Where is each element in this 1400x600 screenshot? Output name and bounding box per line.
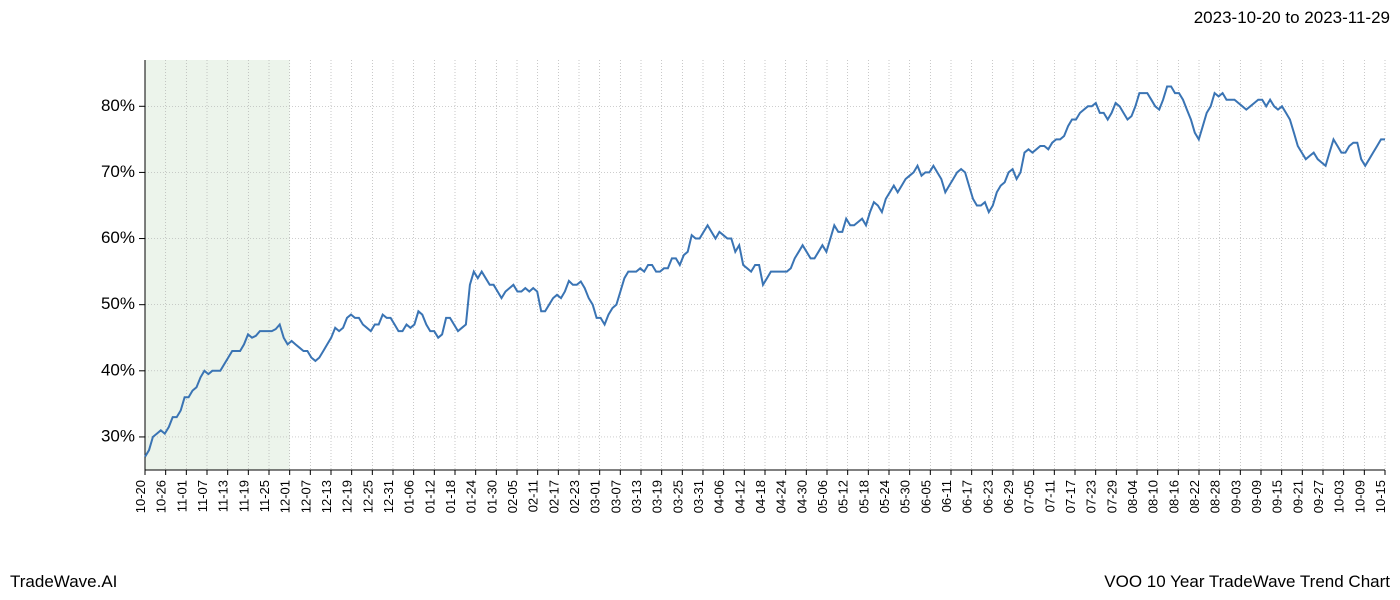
x-tick-label: 05-24: [877, 480, 892, 513]
date-range-label: 2023-10-20 to 2023-11-29: [1194, 8, 1390, 28]
x-tick-label: 08-10: [1146, 480, 1161, 513]
x-tick-label: 05-18: [856, 480, 871, 513]
x-tick-label: 09-09: [1249, 480, 1264, 513]
x-tick-label: 12-01: [278, 480, 293, 513]
highlight-band: [145, 60, 290, 470]
x-tick-label: 07-17: [1063, 480, 1078, 513]
x-tick-label: 08-04: [1125, 480, 1140, 513]
x-tick-label: 01-30: [484, 480, 499, 513]
x-tick-label: 02-17: [546, 480, 561, 513]
x-tick-label: 12-19: [340, 480, 355, 513]
x-tick-label: 01-06: [402, 480, 417, 513]
x-tick-label: 03-13: [629, 480, 644, 513]
x-tick-label: 03-01: [588, 480, 603, 513]
x-tick-label: 08-16: [1166, 480, 1181, 513]
x-tick-label: 06-23: [980, 480, 995, 513]
x-tick-label: 07-29: [1104, 480, 1119, 513]
x-tick-label: 04-18: [753, 480, 768, 513]
x-tick-label: 10-26: [154, 480, 169, 513]
trend-chart: 30% 40% 50% 60% 70% 80% 10-20 10-26 11-01 11-07 11…: [60, 40, 1390, 560]
x-tick-label: 09-03: [1228, 480, 1243, 513]
x-tick-label: 10-03: [1332, 480, 1347, 513]
x-tick-label: 04-12: [732, 480, 747, 513]
y-tick-label: 80%: [101, 96, 135, 115]
x-tick-label: 06-05: [918, 480, 933, 513]
x-tick-label: 10-15: [1373, 480, 1388, 513]
x-tick-label: 01-12: [422, 480, 437, 513]
x-tick-label: 09-27: [1311, 480, 1326, 513]
y-tick-label: 30%: [101, 426, 135, 445]
chart-title: VOO 10 Year TradeWave Trend Chart: [1104, 572, 1390, 592]
x-tick-label: 04-30: [794, 480, 809, 513]
x-tick-label: 10-20: [133, 480, 148, 513]
x-tick-label: 07-11: [1042, 480, 1057, 512]
x-tick-label: 05-30: [898, 480, 913, 513]
x-tick-label: 02-11: [526, 480, 541, 512]
x-tick-label: 01-18: [443, 480, 458, 513]
x-tick-label: 06-17: [960, 480, 975, 513]
x-tick-label: 08-22: [1187, 480, 1202, 513]
y-tick-label: 40%: [101, 360, 135, 379]
brand-label: TradeWave.AI: [10, 572, 117, 592]
x-tick-label: 03-25: [670, 480, 685, 513]
x-tick-label: 06-11: [939, 480, 954, 512]
x-tick-label: 06-29: [1001, 480, 1016, 513]
x-tick-label: 04-06: [712, 480, 727, 513]
y-tick-label: 70%: [101, 162, 135, 181]
y-tick-label: 60%: [101, 228, 135, 247]
x-tick-label: 10-09: [1352, 480, 1367, 513]
x-tick-label: 03-19: [650, 480, 665, 513]
x-tick-label: 01-24: [464, 480, 479, 513]
x-tick-label: 02-23: [567, 480, 582, 513]
x-tick-label: 04-24: [774, 480, 789, 513]
x-tick-label: 11-19: [236, 480, 251, 512]
y-tick-label: 50%: [101, 294, 135, 313]
x-tick-label: 05-12: [836, 480, 851, 513]
x-tick-label: 12-25: [360, 480, 375, 513]
x-tick-label: 09-15: [1270, 480, 1285, 513]
x-tick-label: 03-31: [691, 480, 706, 513]
x-tick-label: 07-23: [1084, 480, 1099, 513]
x-tick-label: 12-07: [298, 480, 313, 513]
x-tick-label: 12-13: [319, 480, 334, 513]
trend-line: [145, 87, 1385, 457]
x-tick-label: 09-21: [1290, 480, 1305, 513]
x-tick-label: 11-01: [174, 480, 189, 512]
x-tick-label: 11-25: [257, 480, 272, 512]
x-tick-label: 05-06: [815, 480, 830, 513]
x-tick-label: 12-31: [381, 480, 396, 513]
x-tick-label: 03-07: [608, 480, 623, 513]
x-tick-label: 11-13: [216, 480, 231, 512]
x-tick-label: 08-28: [1208, 480, 1223, 513]
x-tick-label: 07-05: [1022, 480, 1037, 513]
x-tick-label: 02-05: [505, 480, 520, 513]
x-tick-label: 11-07: [195, 480, 210, 512]
